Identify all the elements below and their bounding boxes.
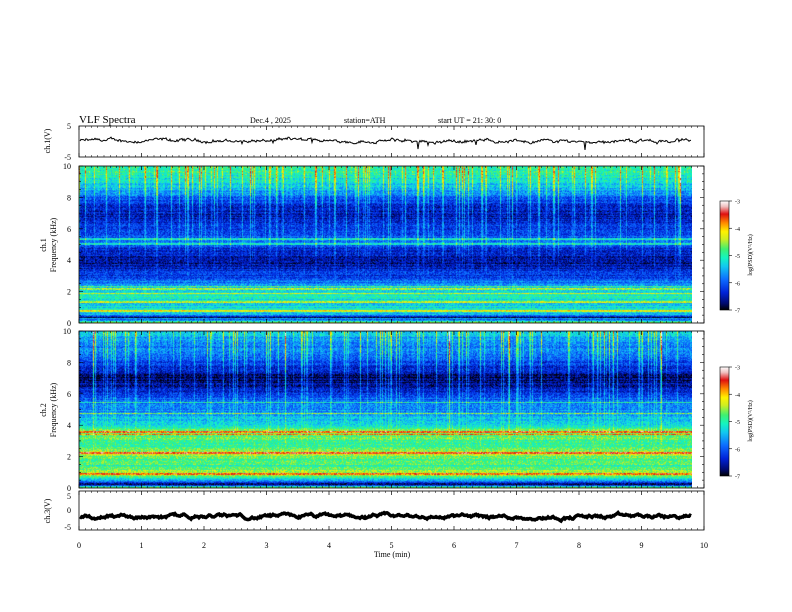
ch3-waveform-ylabel: ch.3(V)	[43, 498, 52, 523]
ch2-freq-tick-label: 0	[67, 484, 71, 493]
ch1-colorbar-ticks: -3 -4 -5 -6 -7	[729, 200, 740, 315]
ch1-freq-tick-label: 10	[63, 162, 71, 171]
time-tick-label: 2	[202, 541, 206, 550]
ch3-ytick-bottom: -5	[64, 523, 71, 532]
ch1-freq-tick-label: 2	[67, 288, 71, 297]
time-tick-label: 3	[265, 541, 269, 550]
ch1-colorbar-tick-label: -6	[735, 281, 740, 287]
ch2-freq-tick-label: 8	[67, 358, 71, 367]
ch2-colorbar-tick-label: -6	[735, 447, 740, 453]
ch2-spectrogram-panel: 0 2 4 6 8 10 ch.2 Frequency (kHz)	[39, 327, 705, 493]
ch2-colorbar-tick-label: -5	[735, 420, 740, 426]
ch1-freq-ticks: 0 2 4 6 8 10	[63, 162, 704, 328]
date-label: Dec.4 , 2025	[250, 116, 291, 125]
time-tick-label: 4	[327, 541, 331, 550]
time-axis-ticks: 0 1 2 3 4 5 6 7 8 9 10	[77, 126, 708, 550]
figure-title: VLF Spectra	[79, 114, 136, 126]
ch2-colorbar-scale	[719, 366, 730, 477]
time-tick-label: 0	[77, 541, 81, 550]
ch2-colorbar-tick-label: -4	[735, 393, 740, 399]
ch1-colorbar-scale	[719, 200, 730, 311]
ch1-colorbar-tick-label: -4	[735, 227, 740, 233]
ch2-spectrogram-freq-label: Frequency (kHz)	[49, 382, 58, 437]
time-tick-label: 5	[390, 541, 394, 550]
ch1-ytick-bottom: -5	[64, 153, 71, 162]
ch3-ytick-mid: 0	[67, 506, 71, 515]
ch3-waveform-frame	[78, 490, 705, 531]
ch1-colorbar-label: log(PSD)(V²/Hz)	[747, 234, 754, 275]
time-tick-label: 6	[452, 541, 456, 550]
ch1-colorbar-tick-label: -7	[735, 309, 740, 315]
ch1-ytick-top: 5	[67, 122, 71, 131]
time-tick-label: 9	[640, 541, 644, 550]
ch2-freq-tick-label: 6	[67, 390, 71, 399]
ch1-freq-tick-label: 0	[67, 319, 71, 328]
ch1-waveform-panel: 5 -5 ch.1(V)	[43, 122, 705, 162]
ch1-waveform-frame	[78, 125, 705, 158]
ch2-colorbar-tick-label: -7	[735, 475, 740, 481]
ch2-freq-tick-label: 4	[67, 421, 71, 430]
ch1-colorbar-tick-label: -5	[735, 254, 740, 260]
ch1-spectrogram-panel: 0 2 4 6 8 10 ch.1 Frequency (kHz)	[39, 162, 705, 328]
station-label: station=ATH	[344, 116, 386, 125]
start-time-label: start UT = 21: 30: 0	[438, 116, 501, 125]
ch2-colorbar-label: log(PSD)(V²/Hz)	[747, 400, 754, 441]
ch3-ytick-top: 5	[67, 492, 71, 501]
time-axis-label: Time (min)	[374, 550, 411, 559]
ch2-colorbar-tick-label: -3	[735, 366, 740, 372]
ch2-colorbar: -3 -4 -5 -6 -7 log(PSD)(V²/Hz)	[719, 366, 754, 481]
ch2-spectrogram-channel-label: ch.2	[39, 403, 48, 417]
ch1-freq-tick-label: 8	[67, 193, 71, 202]
ch1-colorbar-tick-label: -3	[735, 200, 740, 206]
ch1-spectrogram-freq-label: Frequency (kHz)	[49, 217, 58, 272]
ch2-spectrogram-image	[79, 331, 692, 488]
ch1-colorbar: -3 -4 -5 -6 -7 log(PSD)(V²/Hz)	[719, 200, 754, 315]
ch3-trace	[79, 510, 692, 524]
ch2-freq-tick-label: 2	[67, 453, 71, 462]
ch2-freq-ticks: 0 2 4 6 8 10	[63, 327, 704, 493]
time-tick-label: 8	[577, 541, 581, 550]
ch1-freq-tick-label: 6	[67, 225, 71, 234]
ch1-spectrogram-image	[79, 166, 692, 323]
time-tick-label: 10	[700, 541, 708, 550]
ch3-waveform-panel: 5 0 -5 ch.3(V)	[43, 490, 705, 532]
ch2-colorbar-ticks: -3 -4 -5 -6 -7	[729, 366, 740, 481]
ch2-freq-tick-label: 10	[63, 327, 71, 336]
ch1-waveform-ylabel: ch.1(V)	[43, 128, 52, 153]
time-tick-label: 1	[140, 541, 144, 550]
ch1-spectrogram-channel-label: ch.1	[39, 238, 48, 252]
ch1-trace	[79, 136, 692, 151]
ch1-freq-tick-label: 4	[67, 256, 71, 265]
time-tick-label: 7	[515, 541, 519, 550]
